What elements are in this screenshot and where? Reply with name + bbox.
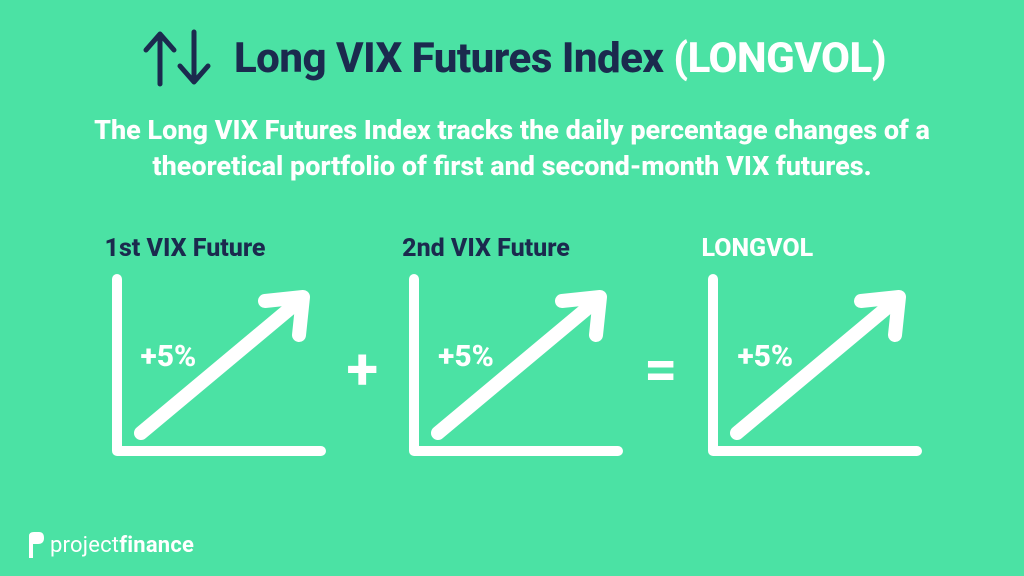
plus-operator: + <box>341 336 385 404</box>
header: Long VIX Futures Index (LONGVOL) <box>0 26 1024 90</box>
chart-axes-icon <box>695 271 925 466</box>
chart-label: 1st VIX Future <box>105 234 266 263</box>
chart-wrap: +5% <box>695 271 925 466</box>
equals-operator: = <box>638 336 683 404</box>
chart-wrap: +5% <box>396 271 626 466</box>
chart-2: 2nd VIX Future +5% <box>396 234 626 466</box>
subtitle: The Long VIX Futures Index tracks the da… <box>40 112 984 185</box>
title-part-2: (LONGVOL) <box>673 34 886 83</box>
chart-label: LONGVOL <box>701 234 813 263</box>
chart-axes-icon <box>99 271 329 466</box>
title-part-1: Long VIX Futures Index <box>234 34 673 83</box>
chart-3: LONGVOL +5% <box>695 234 925 466</box>
charts-row: 1st VIX Future +5% + 2nd VIX Future <box>0 234 1024 466</box>
logo-text: projectfinance <box>50 533 194 558</box>
chart-wrap: +5% <box>99 271 329 466</box>
page-title: Long VIX Futures Index (LONGVOL) <box>234 34 886 83</box>
chart-value: +5% <box>141 339 197 374</box>
logo-icon <box>26 532 44 558</box>
up-down-arrows-icon <box>138 26 216 90</box>
chart-value: +5% <box>737 339 793 374</box>
brand-logo: projectfinance <box>26 532 194 558</box>
chart-axes-icon <box>396 271 626 466</box>
logo-part-1: project <box>50 533 119 558</box>
chart-value: +5% <box>438 339 494 374</box>
chart-label: 2nd VIX Future <box>402 234 570 263</box>
chart-1: 1st VIX Future +5% <box>99 234 329 466</box>
logo-part-2: finance <box>119 533 194 558</box>
